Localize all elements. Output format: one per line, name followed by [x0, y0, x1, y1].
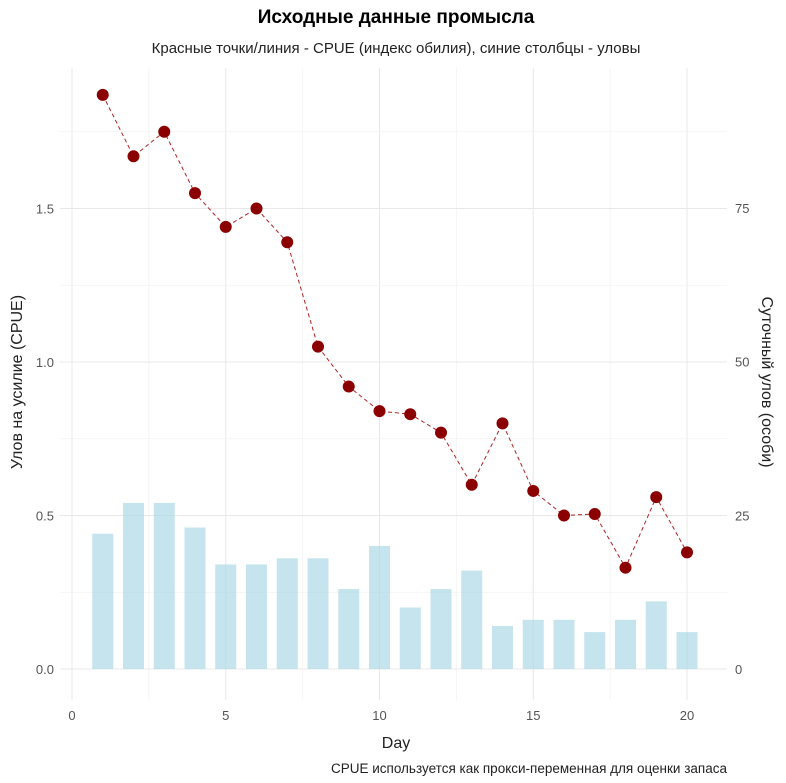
y-left-tick-label: 0.5 — [36, 509, 54, 524]
cpue-point — [373, 405, 386, 418]
y-right-tick-label: 75 — [735, 201, 749, 216]
cpue-point — [281, 236, 294, 249]
cpue-point — [219, 220, 232, 233]
y-left-axis-label: Улов на усилие (CPUE) — [9, 295, 26, 469]
catch-bar — [123, 502, 144, 669]
cpue-line — [102, 94, 688, 569]
cpue-point — [96, 88, 109, 101]
catch-bar — [645, 601, 667, 669]
cpue-point — [404, 408, 417, 421]
y-left-tick-label: 0.0 — [36, 662, 54, 677]
catch-bar — [276, 558, 298, 669]
catch-bar — [184, 527, 206, 669]
catch-bar — [584, 632, 606, 669]
x-axis-label: Day — [382, 735, 410, 752]
catch-bar — [676, 632, 698, 669]
catch-bar — [215, 564, 237, 669]
cpue-point — [127, 150, 140, 163]
x-tick-label: 0 — [68, 708, 75, 723]
cpue-point — [650, 491, 663, 504]
cpue-point — [496, 417, 509, 430]
catch-bar — [338, 589, 360, 669]
y-right-tick-label: 50 — [735, 355, 749, 370]
y-left-tick-label: 1.5 — [36, 202, 54, 217]
catch-bar — [553, 619, 575, 669]
catch-bar — [153, 502, 175, 669]
y-right-tick-label: 25 — [735, 508, 749, 523]
chart-caption: CPUE используется как прокси-переменная … — [331, 761, 727, 776]
cpue-point — [158, 125, 171, 138]
y-left-tick-label: 1.0 — [36, 355, 54, 370]
cpue-point — [250, 202, 263, 215]
catch-bar — [369, 546, 390, 669]
catch-bar — [246, 564, 267, 669]
cpue-point — [435, 426, 447, 439]
catch-bar — [492, 625, 513, 669]
cpue-point — [342, 380, 355, 393]
catch-bar — [430, 589, 452, 669]
cpue-point — [588, 507, 601, 520]
x-tick-label: 20 — [680, 708, 694, 723]
chart-subtitle: Красные точки/линия - CPUE (индекс обили… — [152, 40, 641, 57]
cpue-point — [465, 478, 478, 491]
catch-bar — [92, 533, 114, 669]
cpue-point — [681, 546, 693, 559]
catch-bar — [615, 619, 636, 669]
x-tick-label: 10 — [372, 708, 386, 723]
cpue-point — [189, 187, 201, 200]
catch-bar — [307, 558, 329, 669]
x-tick-label: 5 — [222, 708, 229, 723]
y-right-tick-label: 0 — [735, 662, 742, 677]
cpue-point — [527, 484, 540, 497]
catch-bar — [522, 619, 544, 669]
y-right-axis-label: Суточный улов (особи) — [758, 296, 775, 467]
cpue-point — [558, 509, 570, 522]
catch-bar — [461, 570, 483, 669]
cpue-point — [619, 561, 632, 574]
chart-title: Исходные данные промысла — [258, 7, 535, 28]
cpue-point — [312, 340, 324, 353]
catch-bar — [399, 607, 421, 669]
x-tick-label: 15 — [526, 708, 540, 723]
